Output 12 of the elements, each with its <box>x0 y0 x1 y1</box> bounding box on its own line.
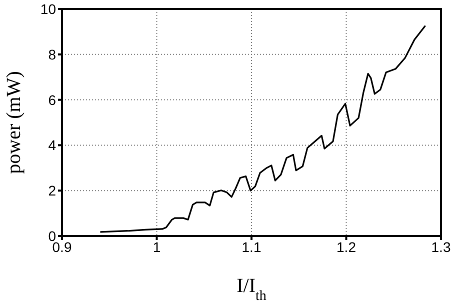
x-tick-label: 1.1 <box>242 238 262 255</box>
y-tick-label: 8 <box>48 46 56 62</box>
y-tick-label: 10 <box>40 0 56 17</box>
x-tick-label: 1.2 <box>336 238 356 255</box>
y-tick-label: 6 <box>48 92 56 108</box>
x-tick-label: 1 <box>152 238 161 255</box>
y-tick-label: 4 <box>48 137 56 154</box>
line-series <box>100 25 426 233</box>
y-axis-title: power (mW) <box>3 71 25 174</box>
x-tick-label: 1.3 <box>431 238 451 255</box>
y-tick-label: 2 <box>48 182 56 199</box>
x-axis-title: I/I$_{th}$ <box>236 275 266 304</box>
